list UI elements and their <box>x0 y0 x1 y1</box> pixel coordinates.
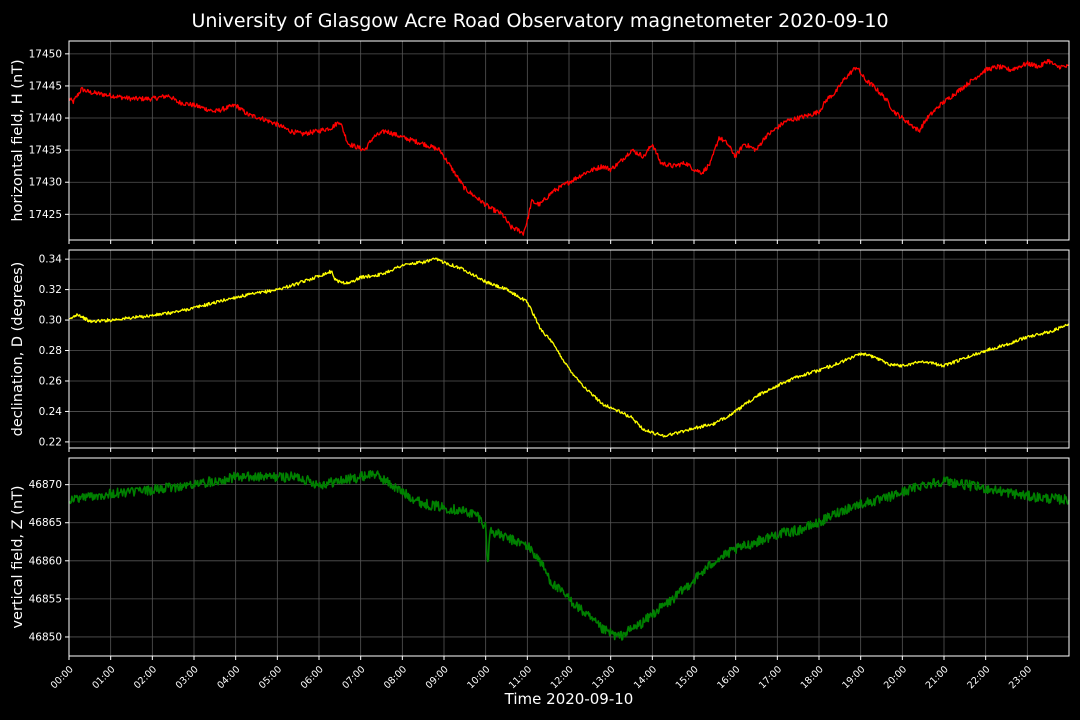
y-axis-label: declination, D (degrees) <box>10 262 26 437</box>
x-tick-label: 14:00 <box>632 664 659 691</box>
chart-title: University of Glasgow Acre Road Observat… <box>191 10 889 32</box>
x-tick-label: 07:00 <box>340 664 367 691</box>
y-tick-label: 0.30 <box>39 315 62 327</box>
y-tick-label: 0.32 <box>39 284 62 296</box>
x-tick-label: 20:00 <box>882 664 909 691</box>
y-tick-label: 46850 <box>29 631 62 643</box>
x-tick-label: 12:00 <box>549 664 576 691</box>
y-tick-label: 17450 <box>29 48 62 60</box>
panel-border <box>68 40 1070 241</box>
panel-border <box>68 249 1070 449</box>
x-tick-label: 02:00 <box>132 664 159 691</box>
x-tick-label: 15:00 <box>674 664 701 691</box>
y-tick-label: 17430 <box>29 177 62 189</box>
x-tick-label: 11:00 <box>507 664 534 691</box>
y-tick-label: 46870 <box>29 479 62 491</box>
y-tick-label: 17425 <box>29 209 62 221</box>
x-tick-label: 10:00 <box>465 664 492 691</box>
x-axis-label: Time 2020-09-10 <box>504 690 634 708</box>
x-tick-label: 18:00 <box>799 664 826 691</box>
y-tick-label: 0.34 <box>39 254 63 266</box>
x-tick-label: 06:00 <box>299 664 326 691</box>
panel-border <box>68 457 1070 657</box>
series-line <box>68 469 1070 641</box>
y-tick-label: 17440 <box>29 113 62 125</box>
y-axis-label: vertical field, Z (nT) <box>10 485 26 628</box>
x-tick-label: 22:00 <box>965 664 992 691</box>
y-tick-label: 0.24 <box>39 406 63 418</box>
y-tick-label: 46855 <box>29 593 62 605</box>
x-tick-label: 01:00 <box>90 664 117 691</box>
x-tick-label: 03:00 <box>174 664 201 691</box>
y-tick-label: 46860 <box>29 555 62 567</box>
x-tick-label: 21:00 <box>924 664 951 691</box>
y-axis-label: horizontal field, H (nT) <box>10 59 26 221</box>
y-tick-label: 0.22 <box>39 436 62 448</box>
x-tick-label: 13:00 <box>590 664 617 691</box>
x-tick-label: 00:00 <box>49 664 76 691</box>
x-tick-label: 08:00 <box>382 664 409 691</box>
x-tick-label: 23:00 <box>1007 664 1034 691</box>
x-tick-label: 17:00 <box>757 664 784 691</box>
y-tick-label: 17445 <box>29 80 62 92</box>
y-tick-label: 17435 <box>29 145 62 157</box>
y-tick-label: 0.26 <box>39 375 63 387</box>
x-tick-label: 16:00 <box>715 664 742 691</box>
series-line <box>68 58 1069 236</box>
series-line <box>68 257 1070 438</box>
y-tick-label: 46865 <box>29 517 62 529</box>
x-tick-label: 05:00 <box>257 664 284 691</box>
x-tick-label: 04:00 <box>215 664 242 691</box>
x-tick-label: 09:00 <box>424 664 451 691</box>
y-tick-label: 0.28 <box>39 345 62 357</box>
x-tick-label: 19:00 <box>840 664 867 691</box>
